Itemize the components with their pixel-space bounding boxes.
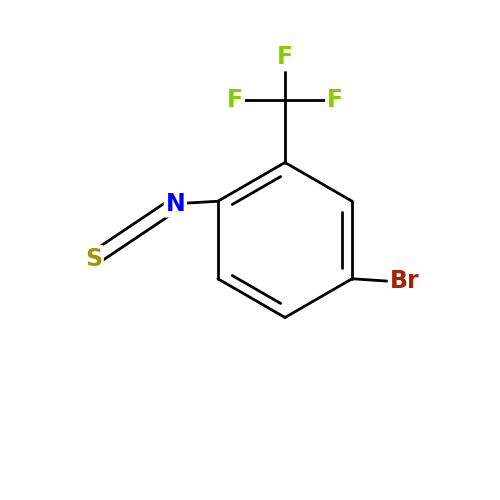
Text: Br: Br	[390, 269, 419, 293]
Text: F: F	[327, 88, 343, 112]
Text: F: F	[227, 88, 243, 112]
Text: S: S	[85, 246, 102, 271]
Text: F: F	[277, 46, 293, 70]
Text: N: N	[166, 192, 186, 216]
